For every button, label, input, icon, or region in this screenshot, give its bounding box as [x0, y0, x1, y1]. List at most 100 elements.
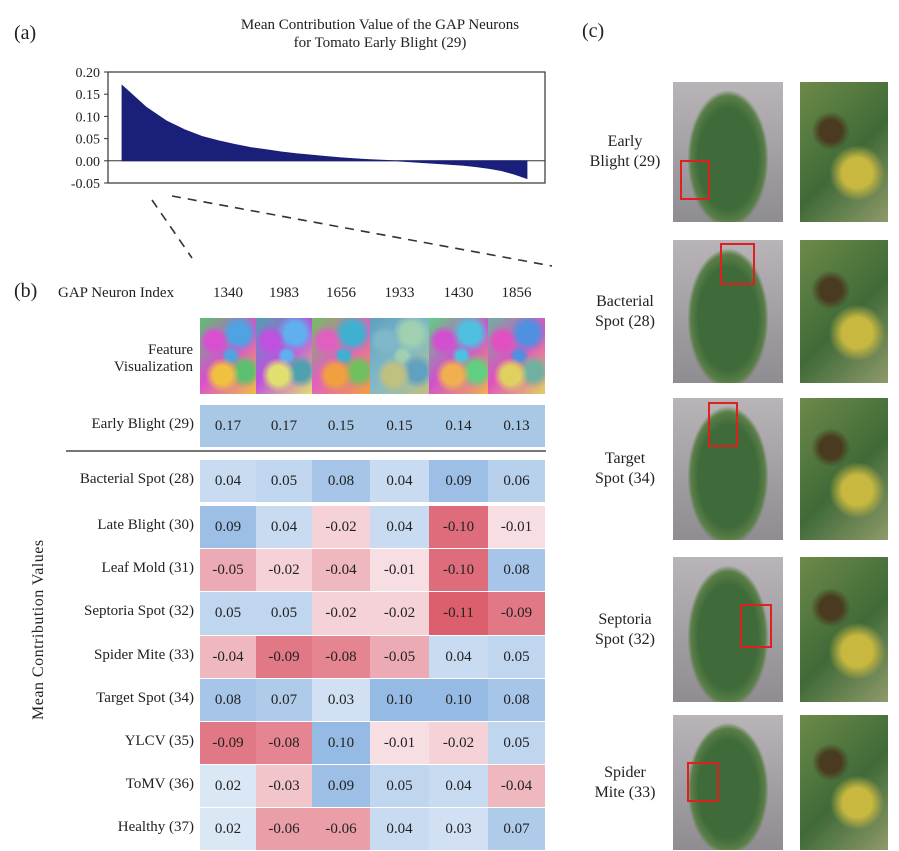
y-tick-label: 0.20 [76, 66, 101, 81]
table-cell: 0.09 [312, 765, 370, 807]
table-separator [66, 450, 546, 452]
leaf-zoom-photo [800, 557, 888, 702]
table-cell: 0.10 [370, 679, 429, 721]
table-cell: 0.13 [488, 405, 545, 447]
table-cell: -0.05 [200, 549, 256, 591]
leaf-label-line1: Spider [604, 763, 646, 781]
zoom-line-left [151, 199, 193, 259]
table-cell: 0.08 [312, 460, 370, 502]
table-cell: 0.10 [312, 722, 370, 764]
highlight-box [687, 762, 719, 802]
table-cell: 0.07 [256, 679, 312, 721]
chart-frame [107, 71, 546, 184]
table-cell: -0.04 [488, 765, 545, 807]
table-cell: -0.08 [256, 722, 312, 764]
table-cell: 0.06 [488, 460, 545, 502]
table-cell: 0.04 [256, 506, 312, 548]
table-cell: 0.05 [488, 722, 545, 764]
table-cell: -0.09 [256, 636, 312, 678]
row-label: Healthy (37) [117, 819, 194, 835]
leaf-label-line2: Blight (29) [589, 153, 661, 170]
table-cell: 0.02 [200, 808, 256, 850]
leaf-example-label: Spider Mite (33) [575, 763, 675, 803]
highlight-box [720, 243, 755, 285]
table-cell: 0.04 [200, 460, 256, 502]
leaf-zoom-photo [800, 398, 888, 540]
gap-neuron-index-label: GAP Neuron Index [58, 285, 175, 301]
table-cell: -0.01 [488, 506, 545, 548]
leaf-label-line2: Spot (28) [595, 312, 655, 330]
row-label: ToMV (36) [125, 776, 194, 792]
table-cell: 0.17 [200, 405, 256, 447]
column-header-1656: 1656 [326, 285, 356, 301]
table-cell: 0.17 [256, 405, 312, 447]
feature-visualization-image [429, 318, 488, 394]
table-cell: -0.01 [370, 722, 429, 764]
chart-title-line2: for Tomato Early Blight (29) [293, 35, 467, 51]
table-cell: -0.02 [312, 592, 370, 635]
feature-visualization-image [488, 318, 545, 394]
highlight-box [740, 604, 772, 648]
table-cell: 0.05 [488, 636, 545, 678]
y-tick-label: 0.15 [76, 88, 101, 103]
table-cell: 0.03 [429, 808, 488, 850]
table-cell: -0.02 [429, 722, 488, 764]
table-cell: 0.04 [370, 808, 429, 850]
table-cell: 0.04 [429, 765, 488, 807]
feature-visualization-image [256, 318, 312, 394]
leaf-photo [673, 715, 783, 850]
leaf-zoom-photo [800, 82, 888, 222]
leaf-example-label: Early Blight (29) [575, 132, 675, 172]
table-cell: 0.15 [312, 405, 370, 447]
row-label: Leaf Mold (31) [101, 560, 194, 576]
feature-visualization-image [200, 318, 256, 394]
row-label: Early Blight (29) [91, 416, 194, 432]
table-cell: 0.08 [488, 549, 545, 591]
feature-label-line1: Feature [148, 342, 193, 358]
row-label: Spider Mite (33) [94, 647, 194, 663]
row-label: Late Blight (30) [97, 517, 194, 533]
leaf-example-label: Target Spot (34) [575, 449, 675, 489]
panel-label-b: (b) [14, 280, 38, 302]
row-label: Septoria Spot (32) [84, 603, 194, 619]
table-cell: 0.05 [256, 592, 312, 635]
chart-title-line1: Mean Contribution Value of the GAP Neuro… [240, 17, 520, 33]
leaf-label-line1: Septoria [598, 610, 652, 628]
table-cell: -0.04 [200, 636, 256, 678]
leaf-label-line1: Target [604, 450, 646, 467]
table-cell: -0.02 [312, 506, 370, 548]
table-cell: 0.03 [312, 679, 370, 721]
leaf-label-line2: Spot (32) [595, 630, 655, 648]
feature-visualization-image [312, 318, 370, 394]
column-header-1856: 1856 [501, 285, 532, 301]
column-header-1933: 1933 [384, 285, 415, 301]
panel-label-a: (a) [14, 22, 37, 44]
column-header-1430: 1430 [443, 285, 474, 301]
table-cell: 0.07 [488, 808, 545, 850]
table-cell: -0.10 [429, 549, 488, 591]
table-cell: 0.04 [370, 506, 429, 548]
table-cell: -0.06 [312, 808, 370, 850]
feature-visualization-label: Feature Visualization [90, 342, 193, 376]
leaf-photo [673, 240, 783, 383]
leaf-zoom-photo [800, 715, 888, 850]
table-cell: 0.05 [370, 765, 429, 807]
table-cell: 0.04 [370, 460, 429, 502]
leaf-photo [673, 398, 783, 540]
table-cell: -0.10 [429, 506, 488, 548]
row-label: Bacterial Spot (28) [79, 471, 194, 487]
leaf-photo [673, 82, 783, 222]
table-cell: -0.04 [312, 549, 370, 591]
panel-label-c: (c) [582, 20, 605, 42]
leaf-label-line1: Early [607, 133, 643, 150]
table-cell: 0.10 [429, 679, 488, 721]
leaf-zoom-photo [800, 240, 888, 383]
feature-visualization-image [370, 318, 429, 394]
y-tick-label: 0.05 [76, 133, 101, 148]
table-cell: 0.02 [200, 765, 256, 807]
table-cell: -0.08 [312, 636, 370, 678]
table-cell: 0.14 [429, 405, 488, 447]
highlight-box [708, 402, 738, 447]
y-tick-label: 0.00 [76, 155, 101, 170]
table-cell: -0.02 [256, 549, 312, 591]
